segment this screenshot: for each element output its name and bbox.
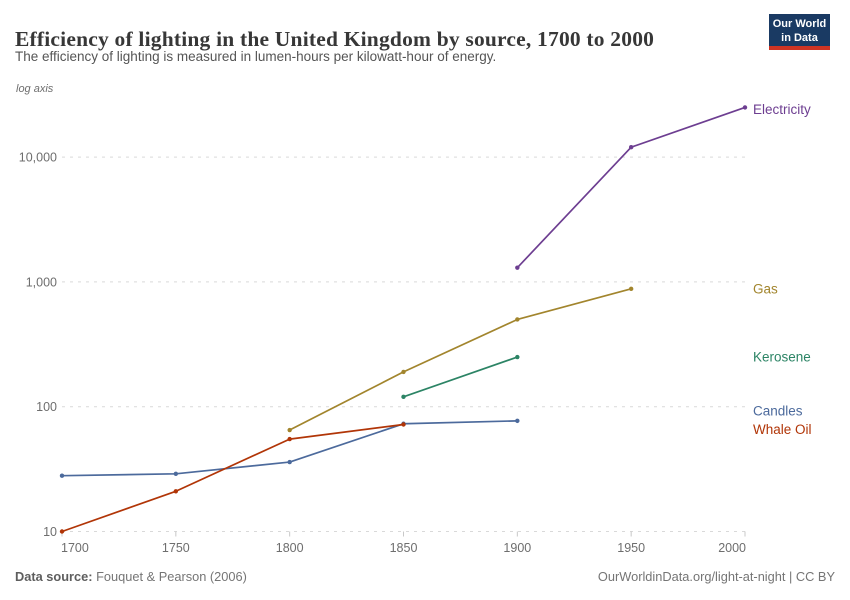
- owid-logo: Our World in Data: [769, 14, 830, 50]
- legend-label-candles[interactable]: Candles: [753, 403, 803, 418]
- x-axis-tick-label: 1950: [617, 541, 645, 555]
- data-point-candles: [515, 418, 520, 424]
- footer-source-text: Fouquet & Pearson (2006): [92, 569, 247, 584]
- y-axis-tick-label: 10,000: [19, 151, 57, 165]
- data-point-gas: [515, 317, 520, 322]
- x-axis-tick-label: 1900: [503, 541, 531, 555]
- x-axis-tick-label: 1850: [390, 541, 418, 555]
- data-point-electricity: [742, 105, 748, 110]
- x-axis-tick-label: 1700: [61, 541, 89, 555]
- data-point-gas: [287, 427, 292, 433]
- series-line-electricity: [516, 106, 746, 269]
- data-point-whale-oil: [287, 436, 292, 442]
- x-axis-tick-label: 1800: [276, 541, 304, 555]
- data-point-whale-oil: [59, 529, 65, 534]
- data-point-gas: [401, 369, 406, 375]
- x-axis-tick-label: 2000: [718, 541, 746, 555]
- data-point-candles: [59, 473, 65, 478]
- data-point-electricity: [515, 265, 520, 270]
- legend-label-electricity[interactable]: Electricity: [753, 102, 811, 117]
- data-point-kerosene: [515, 354, 520, 360]
- data-point-gas: [628, 286, 634, 292]
- data-point-whale-oil: [173, 489, 179, 494]
- owid-logo-line2: in Data: [781, 32, 818, 45]
- y-axis-tick-label: 100: [36, 400, 57, 414]
- legend-label-gas[interactable]: Gas: [753, 281, 778, 296]
- footer-link[interactable]: OurWorldinData.org/light-at-night | CC B…: [597, 569, 835, 584]
- footer-source: Data source: Fouquet & Pearson (2006): [15, 569, 247, 584]
- series-line-gas: [288, 287, 633, 431]
- data-point-whale-oil: [401, 422, 406, 427]
- series-line-whale-oil: [61, 423, 405, 533]
- chart-subtitle: The efficiency of lighting is measured i…: [15, 49, 497, 64]
- legend-label-whale-oil[interactable]: Whale Oil: [753, 422, 812, 437]
- data-point-kerosene: [401, 394, 406, 400]
- x-axis-tick-label: 1750: [162, 541, 190, 555]
- series-line-kerosene: [402, 356, 519, 398]
- owid-logo-line1: Our World: [772, 18, 827, 30]
- log-axis-note: log axis: [16, 83, 54, 95]
- chart-title: Efficiency of lighting in the United Kin…: [15, 27, 655, 52]
- y-axis-tick-label: 10: [43, 525, 57, 539]
- y-axis-tick-label: 1,000: [26, 275, 57, 289]
- footer-source-label: Data source:: [15, 569, 93, 584]
- data-point-candles: [173, 471, 179, 476]
- data-point-electricity: [628, 145, 634, 150]
- data-point-candles: [287, 459, 292, 465]
- legend-label-kerosene[interactable]: Kerosene: [753, 350, 811, 365]
